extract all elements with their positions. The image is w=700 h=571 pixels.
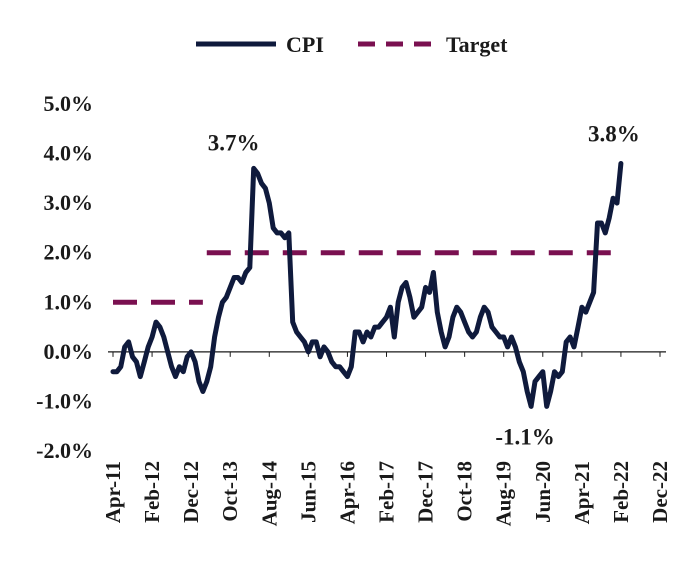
x-tick-label: Feb-17 <box>375 461 399 523</box>
y-tick-label: 2.0% <box>44 240 94 265</box>
x-tick-label: Jun-20 <box>531 461 555 523</box>
x-tick-label: Apr-21 <box>570 461 594 524</box>
x-axis: Apr-11 Feb-12 Dec-12 Oct-13 Aug-14 Jun-15 Apr-… <box>101 351 672 527</box>
x-tick-label: Dec-12 <box>179 461 203 523</box>
x-tick-label: Dec-17 <box>414 461 438 523</box>
x-tick-label: Dec-22 <box>648 461 672 523</box>
x-tick-label: Apr-11 <box>101 461 125 523</box>
data-label: 3.7% <box>208 130 260 155</box>
annotations: 3.7% -1.1% 3.8% <box>208 121 640 449</box>
y-tick-label: 5.0% <box>44 91 94 116</box>
y-tick-label: 3.0% <box>44 190 94 215</box>
x-tick-label: Apr-16 <box>335 461 359 524</box>
x-tick-label: Oct-18 <box>453 461 477 522</box>
legend-target-label: Target <box>446 32 508 57</box>
x-tick-label: Jun-15 <box>296 461 320 523</box>
x-tick-label: Aug-14 <box>257 461 281 527</box>
plot-area <box>110 161 624 409</box>
y-tick-label: 4.0% <box>44 141 94 166</box>
y-axis: 5.0% 4.0% 3.0% 2.0% 1.0% 0.0% -1.0% -2.0% <box>36 91 93 463</box>
cpi-series-line <box>110 161 624 409</box>
y-tick-label: -2.0% <box>36 438 93 463</box>
x-tick-label: Aug-19 <box>492 461 516 526</box>
y-tick-label: 0.0% <box>44 339 94 364</box>
x-tick-label: Feb-12 <box>140 461 164 523</box>
legend: CPI Target <box>196 32 508 57</box>
y-tick-label: 1.0% <box>44 289 94 314</box>
data-label: 3.8% <box>588 121 640 146</box>
legend-cpi-label: CPI <box>286 32 324 57</box>
y-tick-label: -1.0% <box>36 388 93 413</box>
x-tick-label: Feb-22 <box>609 461 633 523</box>
x-tick-label: Oct-13 <box>218 461 242 522</box>
data-label: -1.1% <box>495 424 554 449</box>
